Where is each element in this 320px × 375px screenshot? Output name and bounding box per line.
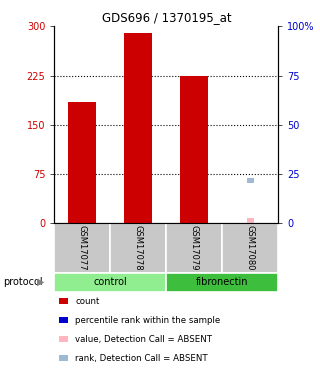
- Title: GDS696 / 1370195_at: GDS696 / 1370195_at: [101, 11, 231, 24]
- Text: percentile rank within the sample: percentile rank within the sample: [75, 316, 220, 325]
- Bar: [222, 224, 278, 273]
- Text: value, Detection Call = ABSENT: value, Detection Call = ABSENT: [75, 334, 212, 344]
- Bar: [59, 356, 68, 361]
- Bar: [166, 224, 222, 273]
- Text: count: count: [75, 297, 100, 306]
- Bar: [247, 218, 254, 223]
- Bar: [54, 224, 110, 273]
- Bar: [59, 298, 68, 304]
- Text: GSM17080: GSM17080: [246, 225, 255, 270]
- Text: fibronectin: fibronectin: [196, 277, 249, 287]
- Bar: [247, 178, 254, 183]
- Text: control: control: [93, 277, 127, 287]
- Text: rank, Detection Call = ABSENT: rank, Detection Call = ABSENT: [75, 354, 208, 363]
- Text: protocol: protocol: [3, 277, 43, 287]
- Bar: [124, 33, 152, 224]
- Bar: [180, 75, 208, 224]
- Bar: [59, 318, 68, 323]
- Text: ▶: ▶: [37, 277, 44, 287]
- Bar: [59, 336, 68, 342]
- Bar: [166, 273, 278, 292]
- Bar: [68, 102, 96, 224]
- Text: GSM17078: GSM17078: [134, 225, 143, 270]
- Text: GSM17077: GSM17077: [78, 225, 87, 270]
- Text: GSM17079: GSM17079: [190, 225, 199, 270]
- Bar: [110, 224, 166, 273]
- Bar: [54, 273, 166, 292]
